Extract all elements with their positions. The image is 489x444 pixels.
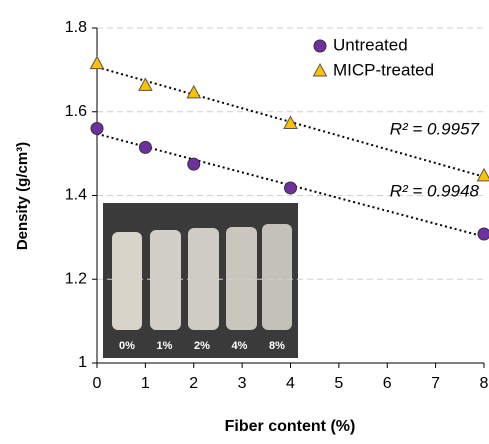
y-tick-label: 1.6 <box>65 103 87 120</box>
marker <box>91 123 103 135</box>
y-tick-label: 1.8 <box>65 19 87 36</box>
marker <box>188 158 200 170</box>
inset-label: 4% <box>232 340 248 352</box>
x-tick-label: 6 <box>383 375 392 392</box>
inset-label: 0% <box>119 340 135 352</box>
marker <box>91 57 104 69</box>
marker <box>187 86 200 98</box>
y-axis-title: Density (g/cm³) <box>14 142 31 250</box>
marker <box>478 169 489 181</box>
inset-label: 1% <box>157 340 173 352</box>
x-tick-label: 8 <box>480 375 489 392</box>
x-tick-label: 3 <box>238 375 247 392</box>
chart: Density (g/cm³) Fiber content (%) 1 1.2 1.… <box>0 0 489 439</box>
legend-label: MICP-treated <box>333 60 434 79</box>
y-tick-label: 1.2 <box>65 270 87 287</box>
inset-label: 2% <box>194 340 210 352</box>
r-squared-label: R² = 0.9957 <box>390 119 480 138</box>
legend-marker <box>314 40 326 52</box>
y-tick-label: 1 <box>78 354 87 371</box>
x-tick-label: 7 <box>431 375 440 392</box>
legend-label: Untreated <box>333 35 408 54</box>
x-tick-label: 5 <box>334 375 343 392</box>
marker <box>139 141 151 153</box>
x-tick-label: 2 <box>189 375 198 392</box>
x-axis-title: Fiber content (%) <box>225 418 356 435</box>
inset-label: 8% <box>269 340 285 352</box>
x-tick-label: 4 <box>286 375 295 392</box>
r-squared-label: R² = 0.9948 <box>390 181 480 200</box>
marker <box>285 182 297 194</box>
marker <box>478 228 489 240</box>
legend-marker <box>314 64 327 76</box>
inset-photo <box>103 203 298 358</box>
x-tick-label: 0 <box>93 375 102 392</box>
x-tick-label: 1 <box>141 375 150 392</box>
y-tick-label: 1.4 <box>65 187 87 204</box>
